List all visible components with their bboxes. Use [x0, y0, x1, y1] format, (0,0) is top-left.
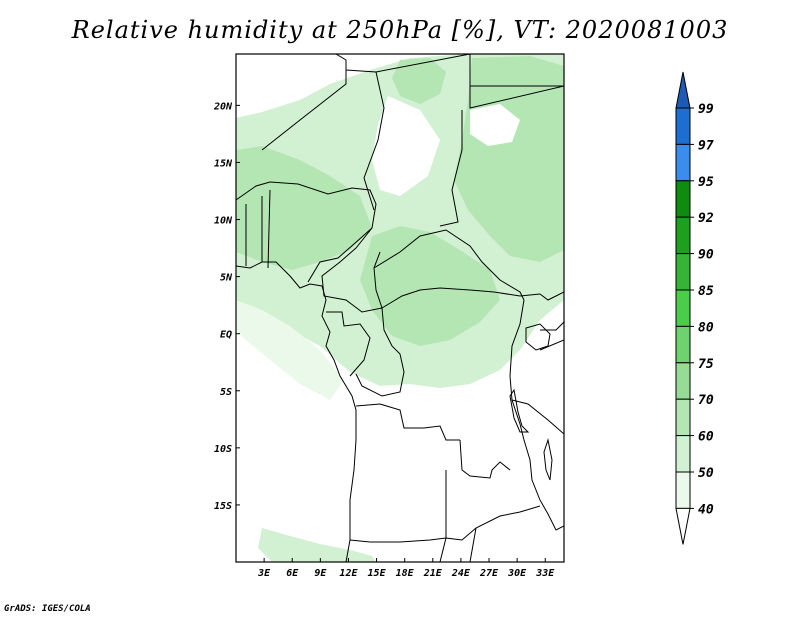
border-angola-north — [355, 403, 460, 441]
border-chad-sudan — [375, 54, 471, 227]
colorbar-label: 99 — [698, 102, 714, 117]
border-congo — [355, 307, 405, 397]
country-borders — [236, 54, 564, 562]
border-zambia-south — [445, 470, 541, 541]
lake-tanganyika — [509, 388, 530, 433]
rh-gap-2 — [470, 104, 520, 146]
lake-malawi — [543, 438, 553, 481]
colorbar: 99 97 95 92 90 85 80 75 70 60 50 40 — [675, 71, 714, 545]
rh-gap-1 — [372, 96, 440, 196]
lat-tick-label: EQ — [220, 330, 232, 341]
colorbar-label: 92 — [698, 211, 714, 226]
border-libya-egypt — [469, 54, 564, 109]
lon-tick-label: 3E — [257, 568, 271, 579]
credit-label: GrADS: IGES/COLA — [4, 604, 91, 614]
colorbar-segment-60-70 — [675, 398, 691, 437]
colorbar-label: 97 — [698, 138, 714, 153]
border-mozambique — [539, 499, 564, 531]
colorbar-label: 60 — [698, 430, 714, 445]
colorbar-label: 80 — [698, 320, 714, 335]
colorbar-label: 90 — [698, 248, 714, 263]
colorbar-over-arrow — [675, 71, 691, 109]
lat-tick-label: 10N — [214, 216, 233, 227]
lat-tick-label: 15N — [214, 158, 233, 169]
map-title: Relative humidity at 250hPa [%], VT: 202… — [71, 16, 729, 44]
border-car-south — [381, 287, 541, 309]
colorbar-label: 95 — [698, 175, 714, 190]
lon-tick-label: 12E — [339, 568, 358, 579]
lon-tick-label: 33E — [535, 568, 555, 579]
border-nigeria — [269, 181, 377, 283]
lon-tick-label: 24E — [451, 568, 471, 579]
colorbar-label: 75 — [698, 357, 714, 372]
lat-tick-label: 5N — [220, 273, 233, 284]
lon-tick-label: 30E — [507, 568, 527, 579]
border-angola-south — [349, 537, 447, 543]
colorbar-segment-80-85 — [675, 289, 691, 327]
lat-tick-label: 5S — [220, 387, 232, 398]
border-cameroon — [321, 227, 383, 313]
colorbar-segment-90-92 — [675, 216, 691, 255]
colorbar-under-arrow — [675, 507, 691, 545]
lat-tick-label: 15S — [214, 501, 232, 512]
map-frame — [235, 53, 565, 563]
rh-region-south — [258, 528, 376, 562]
border-car — [373, 229, 525, 301]
colorbar-segment-97-99 — [675, 107, 691, 145]
lat-tick-label: 10S — [214, 444, 232, 455]
colorbar-label: 70 — [698, 393, 714, 408]
colorbar-segment-95-97 — [675, 143, 691, 182]
axis-ticks: 3E 6E 9E 12E 15E 18E 21E 24E 27E 30E 33E 20N 15N 10N 5… — [213, 101, 555, 579]
lon-tick-label: 6E — [286, 568, 299, 579]
humidity-shading — [236, 54, 564, 562]
border-benin — [267, 189, 271, 269]
lon-tick-label: 9E — [314, 568, 327, 579]
border-angola-east — [459, 439, 511, 479]
rh-region-east — [454, 56, 564, 262]
border-botswana — [439, 527, 477, 562]
lon-tick-label: 15E — [368, 568, 387, 579]
border-tanzania — [511, 339, 564, 435]
border-drc-east — [509, 299, 541, 501]
border-gabon — [326, 311, 371, 377]
colorbar-segment-50-60 — [675, 435, 691, 473]
colorbar-segment-85-90 — [675, 253, 691, 291]
colorbar-label: 40 — [698, 502, 714, 517]
rh-patch-north — [392, 58, 446, 104]
colorbar-segment-70-75 — [675, 362, 691, 400]
colorbar-segment-75-80 — [675, 325, 691, 364]
border-burkina — [236, 181, 271, 201]
lat-tick-label: 20N — [213, 101, 233, 112]
lon-tick-label: 18E — [396, 568, 415, 579]
rh-region-west — [236, 146, 372, 270]
colorbar-segment-40-50 — [675, 471, 691, 509]
coastline-west-africa — [236, 261, 357, 562]
border-niger-chad — [345, 69, 385, 211]
colorbar-label: 85 — [698, 284, 714, 299]
lon-tick-label: 27E — [479, 568, 499, 579]
border-mali-niger — [261, 54, 347, 151]
lake-victoria — [525, 323, 551, 351]
rh-region-central — [360, 226, 500, 346]
colorbar-segment-92-95 — [675, 180, 691, 218]
lon-tick-label: 21E — [423, 568, 443, 579]
colorbar-label: 50 — [698, 466, 714, 481]
rh-gap-3 — [236, 300, 344, 400]
